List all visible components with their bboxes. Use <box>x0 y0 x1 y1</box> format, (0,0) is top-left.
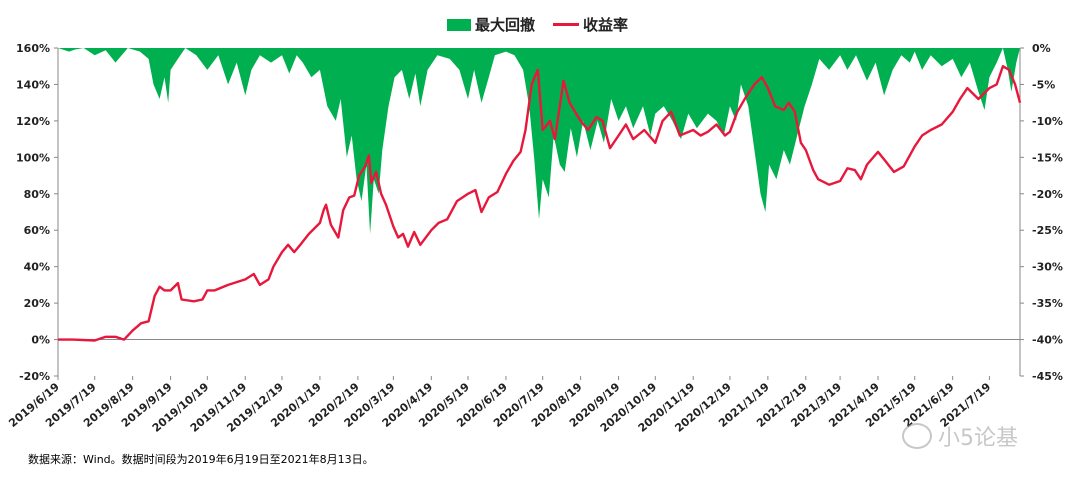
y-left-tick-label: -20% <box>19 370 50 383</box>
y-right-tick-label: -20% <box>1032 188 1063 201</box>
source-note: 数据来源：Wind。数据时间段为2019年6月19日至2021年8月13日。 <box>28 453 374 466</box>
y-left-tick-label: 20% <box>24 297 50 310</box>
watermark: 小5论基 <box>902 420 1018 452</box>
legend-label-return: 收益率 <box>583 16 629 34</box>
drawdown-area <box>58 48 1020 234</box>
return-line <box>58 64 1022 342</box>
y-right-tick-label: -40% <box>1032 334 1063 347</box>
y-left-tick-label: 140% <box>16 78 50 91</box>
y-left-tick-label: 0% <box>31 334 50 347</box>
y-left-tick-label: 80% <box>24 188 50 201</box>
y-left-tick-label: 40% <box>24 261 50 274</box>
wechat-logo-icon <box>902 423 932 449</box>
y-right-tick-label: 0% <box>1032 42 1051 55</box>
y-right-tick-label: -35% <box>1032 297 1063 310</box>
y-right-tick-label: -25% <box>1032 224 1063 237</box>
legend-label-drawdown: 最大回撤 <box>475 16 536 34</box>
y-left-tick-label: 60% <box>24 224 50 237</box>
y-left-tick-label: 160% <box>16 42 50 55</box>
y-left-tick-label: 120% <box>16 115 50 128</box>
watermark-text: 小5论基 <box>938 426 1018 451</box>
y-right-tick-label: -45% <box>1032 370 1063 383</box>
y-right-tick-label: -5% <box>1032 78 1055 91</box>
legend-swatch-return <box>553 23 580 26</box>
y-right-tick-label: -15% <box>1032 151 1063 164</box>
y-right-tick-label: -30% <box>1032 261 1063 274</box>
legend-swatch-drawdown <box>447 18 471 31</box>
chart-legend: 最大回撤 收益率 <box>447 14 628 35</box>
y-left-tick-label: 100% <box>16 151 50 164</box>
y-right-tick-label: -10% <box>1032 115 1063 128</box>
